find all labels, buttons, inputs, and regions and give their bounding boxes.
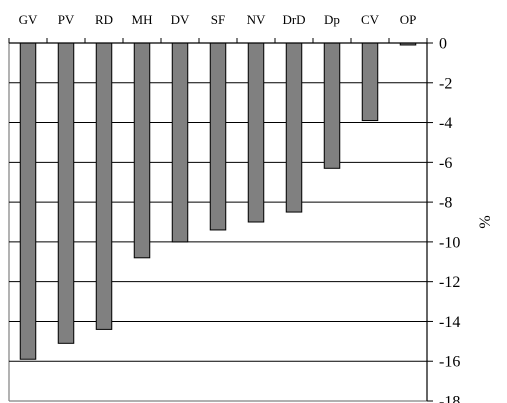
category-label-gv: GV [19, 12, 38, 27]
category-label-dv: DV [171, 12, 190, 27]
bar-gv [19, 42, 37, 360]
y-tick-label: -16 [439, 354, 460, 371]
bar-dp [323, 42, 341, 169]
category-label-drd: DrD [282, 12, 305, 27]
y-tick-label: -12 [439, 274, 460, 291]
category-label-mh: MH [132, 12, 153, 27]
y-tick-label: -2 [439, 75, 452, 92]
bar-cv [361, 42, 379, 122]
bar-nv [247, 42, 265, 223]
bar-rd [95, 42, 113, 330]
bar-sf [209, 42, 227, 231]
y-tick-label: -4 [439, 115, 452, 132]
bar-pv [57, 42, 75, 344]
category-label-cv: CV [361, 12, 380, 27]
category-label-rd: RD [95, 12, 113, 27]
y-tick-label: -8 [439, 195, 452, 212]
bar-dv [171, 42, 189, 243]
y-tick-label: -14 [439, 314, 460, 331]
y-tick-label: 0 [439, 36, 447, 53]
y-tick-label: -10 [439, 234, 460, 251]
category-label-nv: NV [247, 12, 266, 27]
category-labels: GV PV RD MH DV SF NV DrD Dp CV OP [8, 12, 428, 44]
y-tick-label: -18 [439, 394, 460, 403]
category-label-op: OP [400, 12, 417, 27]
bar-drd [285, 42, 303, 213]
bars [19, 42, 417, 360]
bar-mh [133, 42, 151, 259]
plot-frame [8, 43, 427, 402]
y-axis: 0 -2 -4 -6 -8 -10 -12 -14 -16 -18 [426, 36, 460, 403]
y-tick-label: -6 [439, 155, 452, 172]
category-label-dp: Dp [324, 12, 340, 27]
category-label-pv: PV [58, 12, 75, 27]
y-axis-label: % [477, 215, 494, 228]
category-label-sf: SF [211, 12, 225, 27]
